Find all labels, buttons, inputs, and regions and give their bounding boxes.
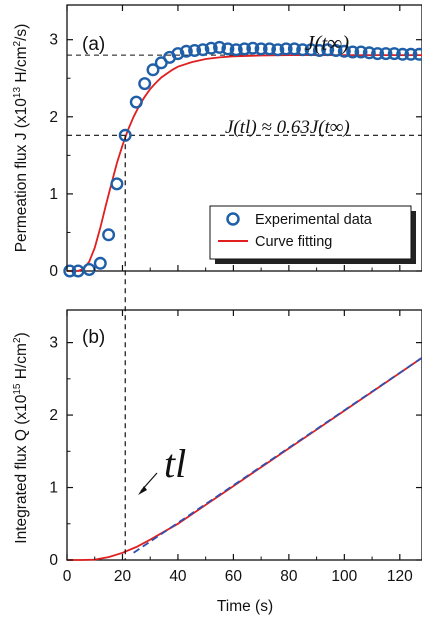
panel-b: 0 1 2 3 0 20 40 60 80 100 120 (b) tl Integrated fl… <box>12 309 422 615</box>
panel-a-frame <box>66 4 422 272</box>
lag-relation-label: J(tl) ≈ 0.63J(t∞) <box>225 117 350 138</box>
legend-label-experimental: Experimental data <box>255 212 373 228</box>
panel-a-axes: 0 1 2 3 <box>49 5 422 280</box>
data-point <box>229 43 243 57</box>
x-tick-label: 0 <box>63 568 72 585</box>
data-point <box>196 43 210 57</box>
data-point <box>129 95 143 109</box>
data-point <box>110 177 124 191</box>
data-point <box>362 46 376 60</box>
y-tick-label-a: 2 <box>49 109 58 126</box>
x-tick-label: 20 <box>114 568 132 585</box>
y-tick-label-b: 2 <box>49 407 58 424</box>
panel-a-label: (a) <box>82 34 105 55</box>
fit-curve-b <box>67 357 422 561</box>
panel-a: 0 1 2 3 (a) J(t∞) J(tl) ≈ 0.63J(t∞) Experim… <box>12 4 422 280</box>
time-lag-arrow <box>138 472 158 495</box>
data-point <box>263 42 277 56</box>
data-point <box>321 43 335 57</box>
data-point <box>379 47 393 61</box>
data-point <box>146 63 160 77</box>
data-point <box>204 41 218 55</box>
data-point <box>371 47 385 61</box>
panel-b-axes: 0 1 2 3 0 20 40 60 80 100 120 <box>49 310 422 585</box>
data-point <box>337 44 351 58</box>
x-tick-label: 100 <box>331 568 357 585</box>
data-point <box>296 43 310 57</box>
data-point <box>188 44 202 58</box>
panel-b-label: (b) <box>82 327 105 348</box>
legend: Experimental data Curve fitting <box>209 205 416 264</box>
legend-box <box>209 205 412 260</box>
data-point <box>212 40 226 54</box>
legend-label-fit: Curve fitting <box>255 234 332 250</box>
y-tick-label-b: 3 <box>49 335 58 352</box>
time-lag-label: tl <box>164 441 186 486</box>
data-point <box>221 42 235 56</box>
y-tick-label-b: 1 <box>49 480 58 497</box>
data-point <box>138 77 152 91</box>
panel-b-series <box>67 357 422 561</box>
data-point <box>396 47 410 61</box>
x-tick-label: 40 <box>169 568 187 585</box>
data-point <box>279 42 293 56</box>
x-tick-label: 120 <box>387 568 413 585</box>
x-axis-label: Time (s) <box>217 598 273 615</box>
data-point <box>179 44 193 58</box>
data-point <box>287 42 301 56</box>
data-point <box>329 44 343 58</box>
y-tick-label-b: 0 <box>49 552 58 569</box>
data-point <box>237 42 251 56</box>
x-tick-label: 80 <box>280 568 298 585</box>
data-point <box>63 264 77 278</box>
y-tick-label-a: 0 <box>49 263 58 280</box>
data-point <box>404 47 418 61</box>
data-point <box>304 43 318 57</box>
data-point <box>387 47 401 61</box>
panel-b-frame <box>66 309 422 561</box>
steady-state-label: J(t∞) <box>305 31 349 55</box>
data-point <box>93 256 107 270</box>
panel-b-ylabel: Integrated flux Q (x1015 H/cm2) <box>12 332 30 543</box>
x-tick-label: 60 <box>225 568 243 585</box>
asymptote-line <box>133 357 422 554</box>
data-point <box>246 41 260 55</box>
data-point <box>118 128 132 142</box>
data-point <box>312 44 326 58</box>
y-tick-label-a: 1 <box>49 186 58 203</box>
data-point <box>412 47 422 61</box>
data-point <box>82 263 96 277</box>
fit-curve-a <box>67 54 422 272</box>
panel-a-ylabel: Permeation flux J (x1013 H/cm2/s) <box>12 24 30 253</box>
data-point <box>271 43 285 57</box>
data-point <box>102 228 116 242</box>
data-point <box>254 42 268 56</box>
legend-marker-experimental <box>226 212 240 226</box>
data-point <box>346 45 360 59</box>
data-point <box>354 45 368 59</box>
data-point <box>171 47 185 61</box>
y-tick-label-a: 3 <box>49 32 58 49</box>
